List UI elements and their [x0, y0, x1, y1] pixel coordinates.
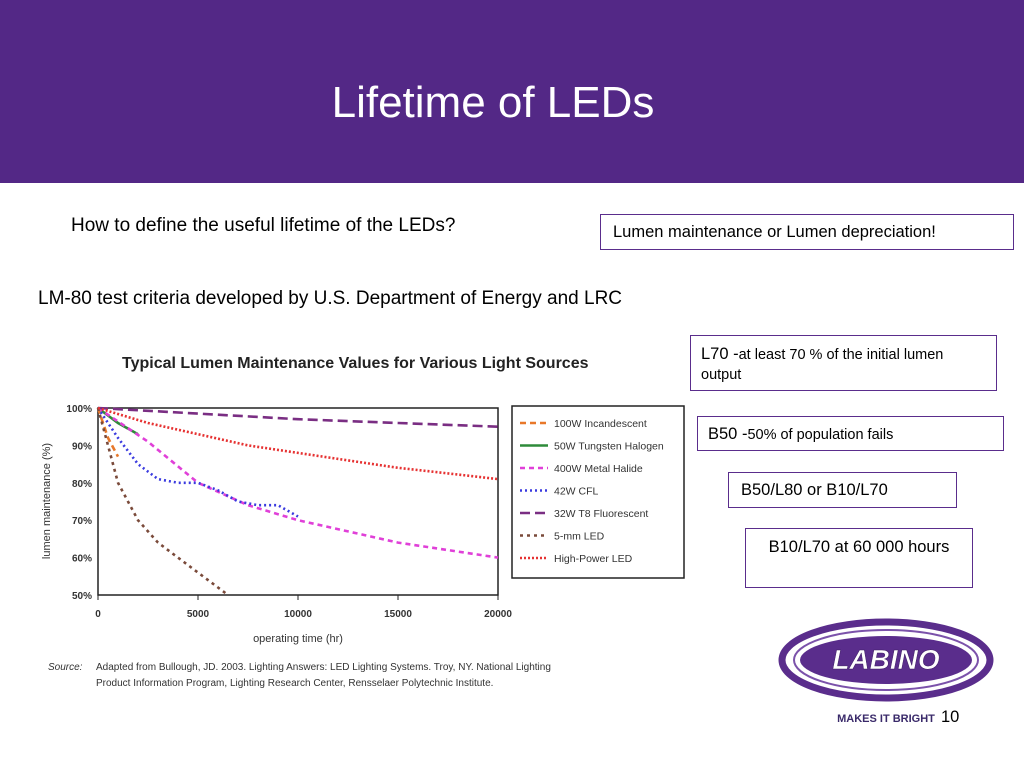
- x-tick-label: 20000: [484, 609, 512, 620]
- x-axis-label: operating time (hr): [253, 633, 343, 645]
- legend-label: High-Power LED: [554, 553, 633, 565]
- page-number: 10: [941, 708, 960, 726]
- y-axis-label: lumen maintenance (%): [41, 443, 53, 559]
- y-tick-label: 70%: [72, 516, 92, 527]
- y-tick-label: 100%: [66, 404, 92, 415]
- logo-badge: [800, 636, 972, 684]
- b50-definition: 50% of population fails: [747, 427, 894, 443]
- y-tick-label: 50%: [72, 591, 92, 602]
- b50-term: B50 -: [708, 425, 748, 443]
- y-tick-label: 60%: [72, 554, 92, 565]
- x-tick-label: 15000: [384, 609, 412, 620]
- l70-box: L70 -at least 70 % of the initial lumen …: [690, 335, 997, 391]
- x-tick-label: 5000: [187, 609, 210, 620]
- source-line-1: Adapted from Bullough, JD. 2003. Lightin…: [96, 662, 551, 673]
- source-line-2: Product Information Program, Lighting Re…: [96, 678, 493, 689]
- series-line: [97, 406, 499, 428]
- series-line: [96, 407, 229, 597]
- b50l80-box: B50/L80 or B10/L70: [728, 472, 957, 508]
- l70-term: L70 -: [701, 345, 739, 363]
- legend-label: 100W Incandescent: [554, 418, 647, 430]
- source-label: Source:: [48, 662, 83, 673]
- series-line: [96, 407, 299, 518]
- series-line: [97, 406, 499, 559]
- y-tick-label: 80%: [72, 479, 92, 490]
- chart-title: Typical Lumen Maintenance Values for Var…: [122, 355, 589, 372]
- question-text: How to define the useful lifetime of the…: [71, 215, 456, 236]
- series-line: [97, 406, 499, 481]
- labino-logo: LABINO MAKES IT BRIGHT: [778, 612, 994, 732]
- lm80-text: LM-80 test criteria developed by U.S. De…: [38, 288, 623, 309]
- logo-tagline: MAKES IT BRIGHT: [837, 713, 935, 725]
- b10l70-box: B10/L70 at 60 000 hours: [745, 528, 973, 588]
- legend-label: 32W T8 Fluorescent: [554, 508, 648, 520]
- y-tick-label: 90%: [72, 441, 92, 452]
- legend-label: 50W Tungsten Halogen: [554, 441, 664, 453]
- logo-inner-swoosh: [793, 629, 979, 691]
- b50-box: B50 -50% of population fails: [697, 416, 1004, 451]
- legend-label: 400W Metal Halide: [554, 463, 643, 475]
- lumen-maintenance-chart: Typical Lumen Maintenance Values for Var…: [36, 340, 686, 700]
- legend-box: [511, 405, 685, 579]
- legend-label: 42W CFL: [554, 486, 599, 498]
- legend-label: 5-mm LED: [554, 531, 605, 543]
- x-tick-label: 10000: [284, 609, 312, 620]
- plot-area: [97, 407, 499, 596]
- logo-wordmark: LABINO: [832, 644, 940, 675]
- l70-definition: at least 70 % of the initial lumen outpu…: [701, 347, 944, 383]
- series-line: [96, 407, 120, 458]
- slide-title: Lifetime of LEDs: [331, 78, 655, 127]
- title-banner: [0, 0, 1024, 183]
- x-tick-label: 0: [95, 609, 101, 620]
- lumen-maintenance-box: Lumen maintenance or Lumen depreciation!: [600, 214, 1014, 250]
